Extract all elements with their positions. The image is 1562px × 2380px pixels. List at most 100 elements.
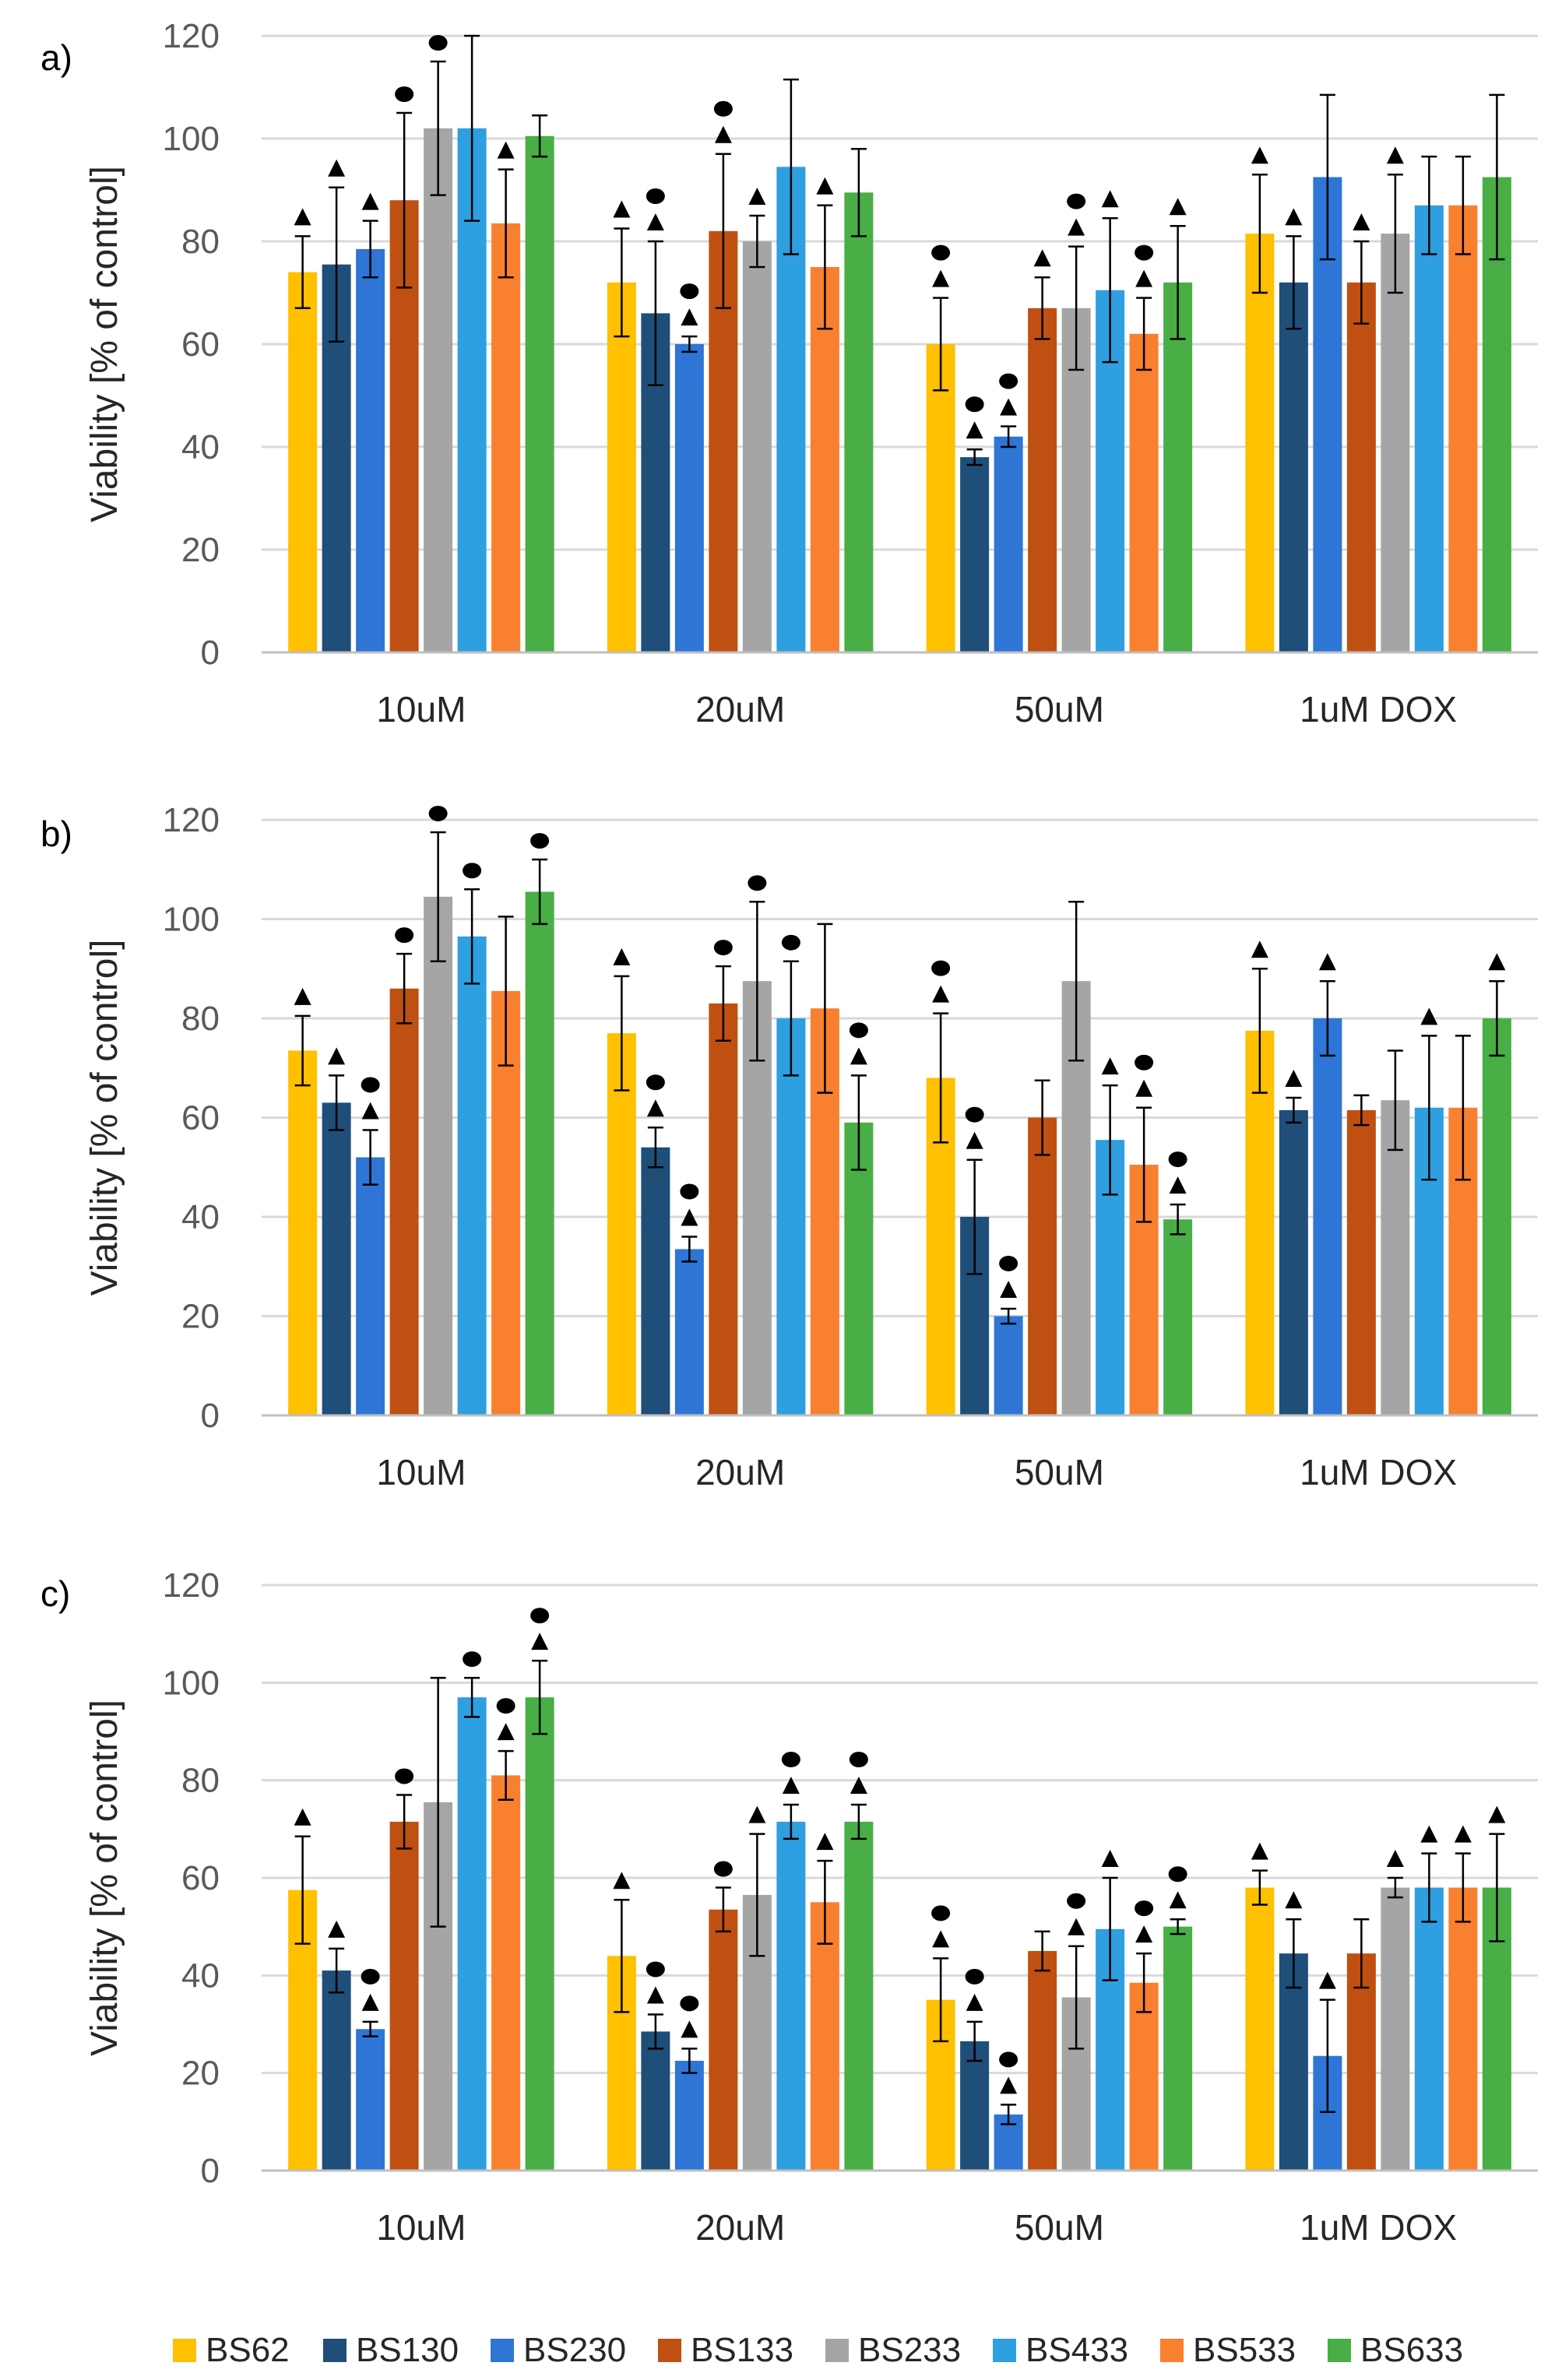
significance-triangle-marker	[294, 987, 311, 1005]
significance-circle-marker	[680, 1183, 699, 1200]
significance-circle-marker	[463, 863, 482, 879]
y-axis-label: Viability [% of control]	[84, 940, 125, 1296]
bar	[926, 344, 955, 652]
panel-label: c)	[40, 1573, 70, 1614]
significance-triangle-marker	[1318, 953, 1336, 971]
significance-circle-marker	[1135, 1054, 1154, 1070]
significance-triangle-marker	[1135, 1079, 1153, 1097]
bar	[674, 344, 704, 652]
y-tick-label: 0	[201, 634, 220, 672]
legend-label: BS230	[523, 2331, 626, 2369]
bar	[1129, 1982, 1159, 2171]
significance-triangle-marker	[1420, 1825, 1438, 1843]
legend: BS62 BS130 BS230 BS133 BS233 BS433 BS533 BS633	[173, 2331, 1463, 2369]
significance-circle-marker	[1135, 244, 1154, 261]
bar	[424, 128, 453, 653]
significance-circle-marker	[395, 86, 414, 102]
significance-triangle-marker	[1251, 146, 1268, 164]
significance-triangle-marker	[748, 1805, 766, 1823]
bar	[994, 436, 1023, 652]
significance-circle-marker	[781, 934, 800, 951]
significance-triangle-marker	[328, 1920, 346, 1938]
significance-circle-marker	[530, 1608, 550, 1624]
significance-circle-marker	[999, 1255, 1018, 1271]
significance-triangle-marker	[1169, 198, 1187, 216]
significance-circle-marker	[361, 1077, 380, 1093]
legend-swatch	[993, 2339, 1016, 2362]
significance-circle-marker	[713, 940, 733, 956]
significance-circle-marker	[965, 1968, 984, 1985]
significance-triangle-marker	[613, 947, 631, 965]
bar	[491, 1775, 521, 2171]
bar	[776, 1821, 806, 2171]
significance-circle-marker	[965, 1106, 984, 1123]
bar	[389, 1821, 419, 2171]
significance-triangle-marker	[1285, 1891, 1303, 1909]
significance-triangle-marker	[1068, 1918, 1085, 1935]
significance-circle-marker	[646, 188, 665, 204]
bar	[389, 988, 419, 1415]
bar	[674, 2061, 704, 2171]
significance-circle-marker	[1067, 193, 1086, 209]
y-tick-label: 100	[163, 120, 220, 158]
significance-triangle-marker	[1386, 146, 1404, 164]
significance-circle-marker	[463, 1651, 482, 1668]
bar	[525, 891, 554, 1415]
significance-triangle-marker	[497, 1723, 515, 1741]
bar	[288, 272, 318, 652]
significance-triangle-marker	[1169, 1891, 1187, 1909]
bar	[1028, 308, 1057, 652]
significance-circle-marker	[680, 283, 699, 300]
bar	[1279, 282, 1308, 652]
significance-triangle-marker	[1000, 1280, 1018, 1298]
x-category-label: 50uM	[1015, 2207, 1104, 2248]
significance-triangle-marker	[1101, 1057, 1119, 1075]
y-tick-label: 120	[163, 801, 220, 839]
significance-triangle-marker	[816, 1833, 834, 1851]
significance-triangle-marker	[1488, 1805, 1506, 1823]
significance-circle-marker	[781, 1752, 800, 1767]
bar	[641, 2031, 670, 2171]
y-tick-label: 0	[201, 1397, 220, 1435]
significance-triangle-marker	[646, 1986, 664, 2004]
x-category-label: 50uM	[1015, 689, 1104, 729]
bar	[709, 1003, 738, 1415]
significance-circle-marker	[680, 1995, 699, 2012]
significance-triangle-marker	[328, 1047, 346, 1065]
bar	[322, 1970, 351, 2171]
legend-swatch	[1328, 2339, 1351, 2362]
y-tick-label: 40	[181, 1956, 220, 1995]
significance-circle-marker	[713, 1861, 733, 1877]
bar	[1245, 1030, 1275, 1415]
bar	[607, 1033, 636, 1415]
bar	[1482, 1018, 1511, 1415]
significance-triangle-marker	[681, 1208, 698, 1226]
significance-triangle-marker	[328, 159, 346, 177]
bar	[1414, 205, 1444, 652]
bar	[288, 1050, 318, 1415]
bar	[1245, 1887, 1275, 2171]
bar	[1346, 1953, 1376, 2171]
significance-circle-marker	[849, 1022, 868, 1039]
bar	[1414, 1887, 1444, 2171]
legend-swatch	[491, 2339, 514, 2362]
panel-label: a)	[40, 37, 72, 78]
bar	[1163, 282, 1193, 652]
legend-label: BS233	[858, 2331, 961, 2369]
significance-triangle-marker	[1101, 190, 1119, 208]
significance-triangle-marker	[613, 1872, 631, 1890]
x-category-label: 20uM	[695, 2207, 785, 2248]
x-category-label: 10uM	[376, 689, 466, 729]
significance-triangle-marker	[613, 200, 631, 218]
significance-triangle-marker	[681, 2020, 698, 2038]
significance-circle-marker	[1168, 1151, 1187, 1168]
bar	[457, 1697, 487, 2171]
significance-triangle-marker	[1386, 1850, 1404, 1867]
significance-triangle-marker	[850, 1047, 867, 1065]
bar	[322, 1102, 351, 1415]
bar	[424, 896, 453, 1415]
significance-circle-marker	[1067, 1893, 1086, 1909]
x-category-label: 10uM	[376, 2207, 466, 2248]
y-tick-label: 100	[163, 901, 220, 939]
